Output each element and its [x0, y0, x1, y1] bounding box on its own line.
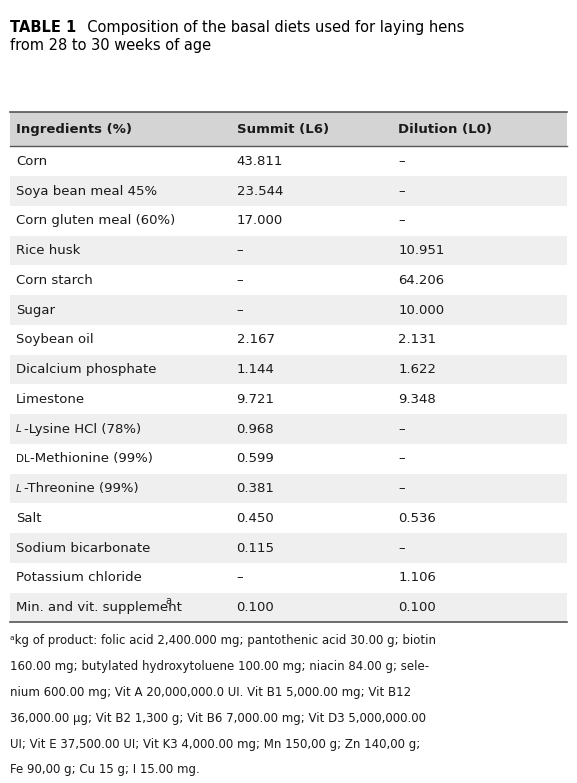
Text: TABLE 1: TABLE 1: [10, 20, 77, 34]
Bar: [10, 444, 567, 474]
Bar: [10, 325, 567, 355]
Text: Potassium chloride: Potassium chloride: [16, 572, 142, 584]
Text: 0.450: 0.450: [237, 512, 274, 525]
Text: Rice husk: Rice husk: [16, 244, 81, 257]
Text: Dicalcium phosphate: Dicalcium phosphate: [16, 363, 157, 376]
Text: Soya bean meal 45%: Soya bean meal 45%: [16, 185, 158, 197]
Bar: [10, 146, 567, 176]
Bar: [10, 112, 567, 146]
Text: 0.100: 0.100: [237, 601, 274, 614]
Text: –: –: [398, 453, 404, 465]
Text: -Methionine (99%): -Methionine (99%): [30, 453, 153, 465]
Text: 0.381: 0.381: [237, 482, 275, 495]
Text: Ingredients (%): Ingredients (%): [16, 123, 132, 135]
Text: –: –: [237, 572, 243, 584]
Text: Salt: Salt: [16, 512, 42, 525]
Text: ᵃkg of product: folic acid 2,400.000 mg; pantothenic acid 30.00 g; biotin: ᵃkg of product: folic acid 2,400.000 mg;…: [10, 634, 436, 648]
Text: Fe 90,00 g; Cu 15 g; I 15.00 mg.: Fe 90,00 g; Cu 15 g; I 15.00 mg.: [10, 763, 200, 777]
Text: –: –: [398, 542, 404, 554]
Text: Corn starch: Corn starch: [16, 274, 93, 287]
Text: –: –: [237, 244, 243, 257]
Text: 0.599: 0.599: [237, 453, 274, 465]
Text: –: –: [398, 185, 404, 197]
Text: –: –: [398, 155, 404, 168]
Text: –: –: [398, 215, 404, 227]
Text: 36,000.00 μg; Vit B2 1,300 g; Vit B6 7,000.00 mg; Vit D3 5,000,000.00: 36,000.00 μg; Vit B2 1,300 g; Vit B6 7,0…: [10, 712, 426, 725]
Text: Composition of the basal diets used for laying hens: Composition of the basal diets used for …: [78, 20, 465, 34]
Text: Corn: Corn: [16, 155, 47, 168]
Text: -Threonine (99%): -Threonine (99%): [24, 482, 139, 495]
Text: 10.000: 10.000: [398, 304, 444, 316]
Bar: [10, 503, 567, 533]
Bar: [10, 593, 567, 622]
Text: Min. and vit. supplement: Min. and vit. supplement: [16, 601, 182, 614]
Text: –: –: [398, 482, 404, 495]
Text: 64.206: 64.206: [398, 274, 444, 287]
Text: 0.536: 0.536: [398, 512, 436, 525]
Text: Soybean oil: Soybean oil: [16, 334, 94, 346]
Text: 23.544: 23.544: [237, 185, 283, 197]
Text: 1.106: 1.106: [398, 572, 436, 584]
Text: L: L: [16, 424, 22, 434]
Text: 0.115: 0.115: [237, 542, 275, 554]
Text: Sodium bicarbonate: Sodium bicarbonate: [16, 542, 151, 554]
Text: from 28 to 30 weeks of age: from 28 to 30 weeks of age: [10, 38, 212, 52]
Text: 0.968: 0.968: [237, 423, 274, 435]
Text: 9.348: 9.348: [398, 393, 436, 406]
Text: 17.000: 17.000: [237, 215, 283, 227]
Text: L: L: [16, 484, 22, 493]
Bar: [10, 176, 567, 206]
Text: 160.00 mg; butylated hydroxytoluene 100.00 mg; niacin 84.00 g; sele-: 160.00 mg; butylated hydroxytoluene 100.…: [10, 660, 429, 673]
Bar: [10, 414, 567, 444]
Text: Sugar: Sugar: [16, 304, 55, 316]
Bar: [10, 384, 567, 414]
Text: Limestone: Limestone: [16, 393, 85, 406]
Text: 9.721: 9.721: [237, 393, 275, 406]
Text: –: –: [237, 304, 243, 316]
Text: 1.144: 1.144: [237, 363, 275, 376]
Text: Corn gluten meal (60%): Corn gluten meal (60%): [16, 215, 175, 227]
Bar: [10, 474, 567, 503]
Text: 43.811: 43.811: [237, 155, 283, 168]
Text: UI; Vit E 37,500.00 UI; Vit K3 4,000.00 mg; Mn 150,00 g; Zn 140,00 g;: UI; Vit E 37,500.00 UI; Vit K3 4,000.00 …: [10, 738, 421, 751]
Bar: [10, 295, 567, 325]
Text: nium 600.00 mg; Vit A 20,000,000.0 UI. Vit B1 5,000.00 mg; Vit B12: nium 600.00 mg; Vit A 20,000,000.0 UI. V…: [10, 686, 411, 699]
Text: 1.622: 1.622: [398, 363, 436, 376]
Bar: [10, 236, 567, 265]
Text: Summit (L6): Summit (L6): [237, 123, 329, 135]
Text: a: a: [165, 597, 171, 606]
Text: 2.131: 2.131: [398, 334, 436, 346]
Bar: [10, 355, 567, 384]
Text: 10.951: 10.951: [398, 244, 444, 257]
Bar: [10, 533, 567, 563]
Text: Dilution (L0): Dilution (L0): [398, 123, 492, 135]
Text: 0.100: 0.100: [398, 601, 436, 614]
Text: –: –: [237, 274, 243, 287]
Bar: [10, 265, 567, 295]
Text: –: –: [398, 423, 404, 435]
Text: 2.167: 2.167: [237, 334, 275, 346]
Text: DL: DL: [16, 454, 30, 464]
Bar: [10, 563, 567, 593]
Bar: [10, 206, 567, 236]
Text: -Lysine HCl (78%): -Lysine HCl (78%): [24, 423, 141, 435]
